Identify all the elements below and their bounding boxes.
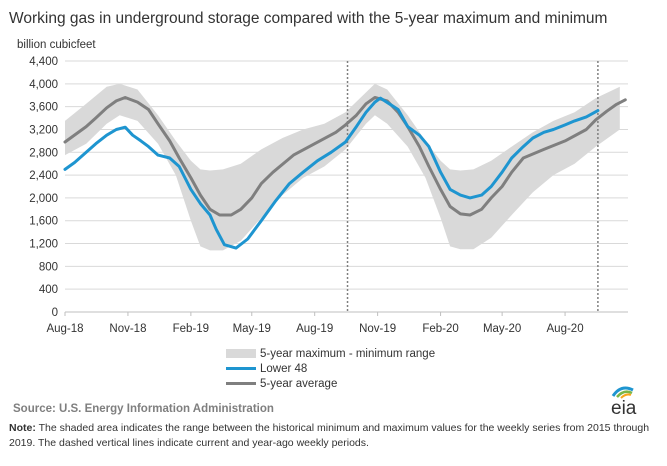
x-tick-label: Feb-19: [173, 323, 209, 335]
note-text: Note: The shaded area indicates the rang…: [9, 421, 659, 451]
y-tick-label: 400: [39, 284, 58, 296]
legend-label-average: 5-year average: [260, 377, 338, 390]
y-tick-label: 800: [39, 261, 58, 273]
y-tick-label: 4,400: [29, 56, 58, 68]
x-tick-label: Aug-19: [296, 323, 333, 335]
note-label: Note:: [9, 422, 36, 434]
x-tick-label: Nov-19: [359, 323, 396, 335]
y-tick-label: 1,200: [29, 239, 58, 251]
y-tick-label: 2,400: [29, 170, 58, 182]
x-tick-label: Aug-18: [46, 323, 83, 335]
note-body: The shaded area indicates the range betw…: [9, 422, 650, 449]
legend-swatch-average: [226, 382, 256, 385]
source-line: Source: U.S. Energy Information Administ…: [13, 403, 274, 415]
x-tick-label: Aug-20: [547, 323, 584, 335]
logo-arc-green: [616, 390, 633, 398]
y-tick-label: 3,200: [29, 124, 58, 136]
legend-item-lower48: Lower 48: [226, 361, 435, 376]
series-line-5yr-average: [63, 96, 627, 217]
x-tick-label: May-20: [483, 323, 521, 335]
y-tick-label: 2,800: [29, 147, 58, 159]
legend-item-band: 5-year maximum - minimum range: [226, 346, 435, 361]
logo-arc-blue: [611, 386, 634, 397]
y-tick-label: 3,600: [29, 102, 58, 114]
eia-logo: eia: [611, 386, 637, 418]
series-line-lower48: [63, 96, 600, 250]
y-axis-unit-label: billion cubicfeet: [17, 39, 96, 51]
y-tick-label: 1,600: [29, 216, 58, 228]
legend-swatch-lower48: [226, 367, 256, 370]
legend-label-lower48: Lower 48: [260, 362, 308, 375]
legend-label-band: 5-year maximum - minimum range: [260, 347, 436, 360]
legend-swatch-band: [226, 349, 256, 358]
logo-wordmark: eia: [611, 398, 637, 418]
legend: 5-year maximum - minimum range Lower 48 …: [226, 346, 435, 391]
chart-title: Working gas in underground storage compa…: [9, 10, 608, 27]
x-tick-label: Nov-18: [109, 323, 146, 335]
x-tick-label: May-19: [233, 323, 271, 335]
x-tick-label: Feb-20: [422, 323, 458, 335]
logo-arc-orange: [620, 393, 632, 399]
y-tick-label: 0: [52, 307, 58, 319]
y-tick-label: 4,000: [29, 79, 58, 91]
y-tick-label: 2,000: [29, 193, 58, 205]
legend-item-average: 5-year average: [226, 376, 435, 391]
